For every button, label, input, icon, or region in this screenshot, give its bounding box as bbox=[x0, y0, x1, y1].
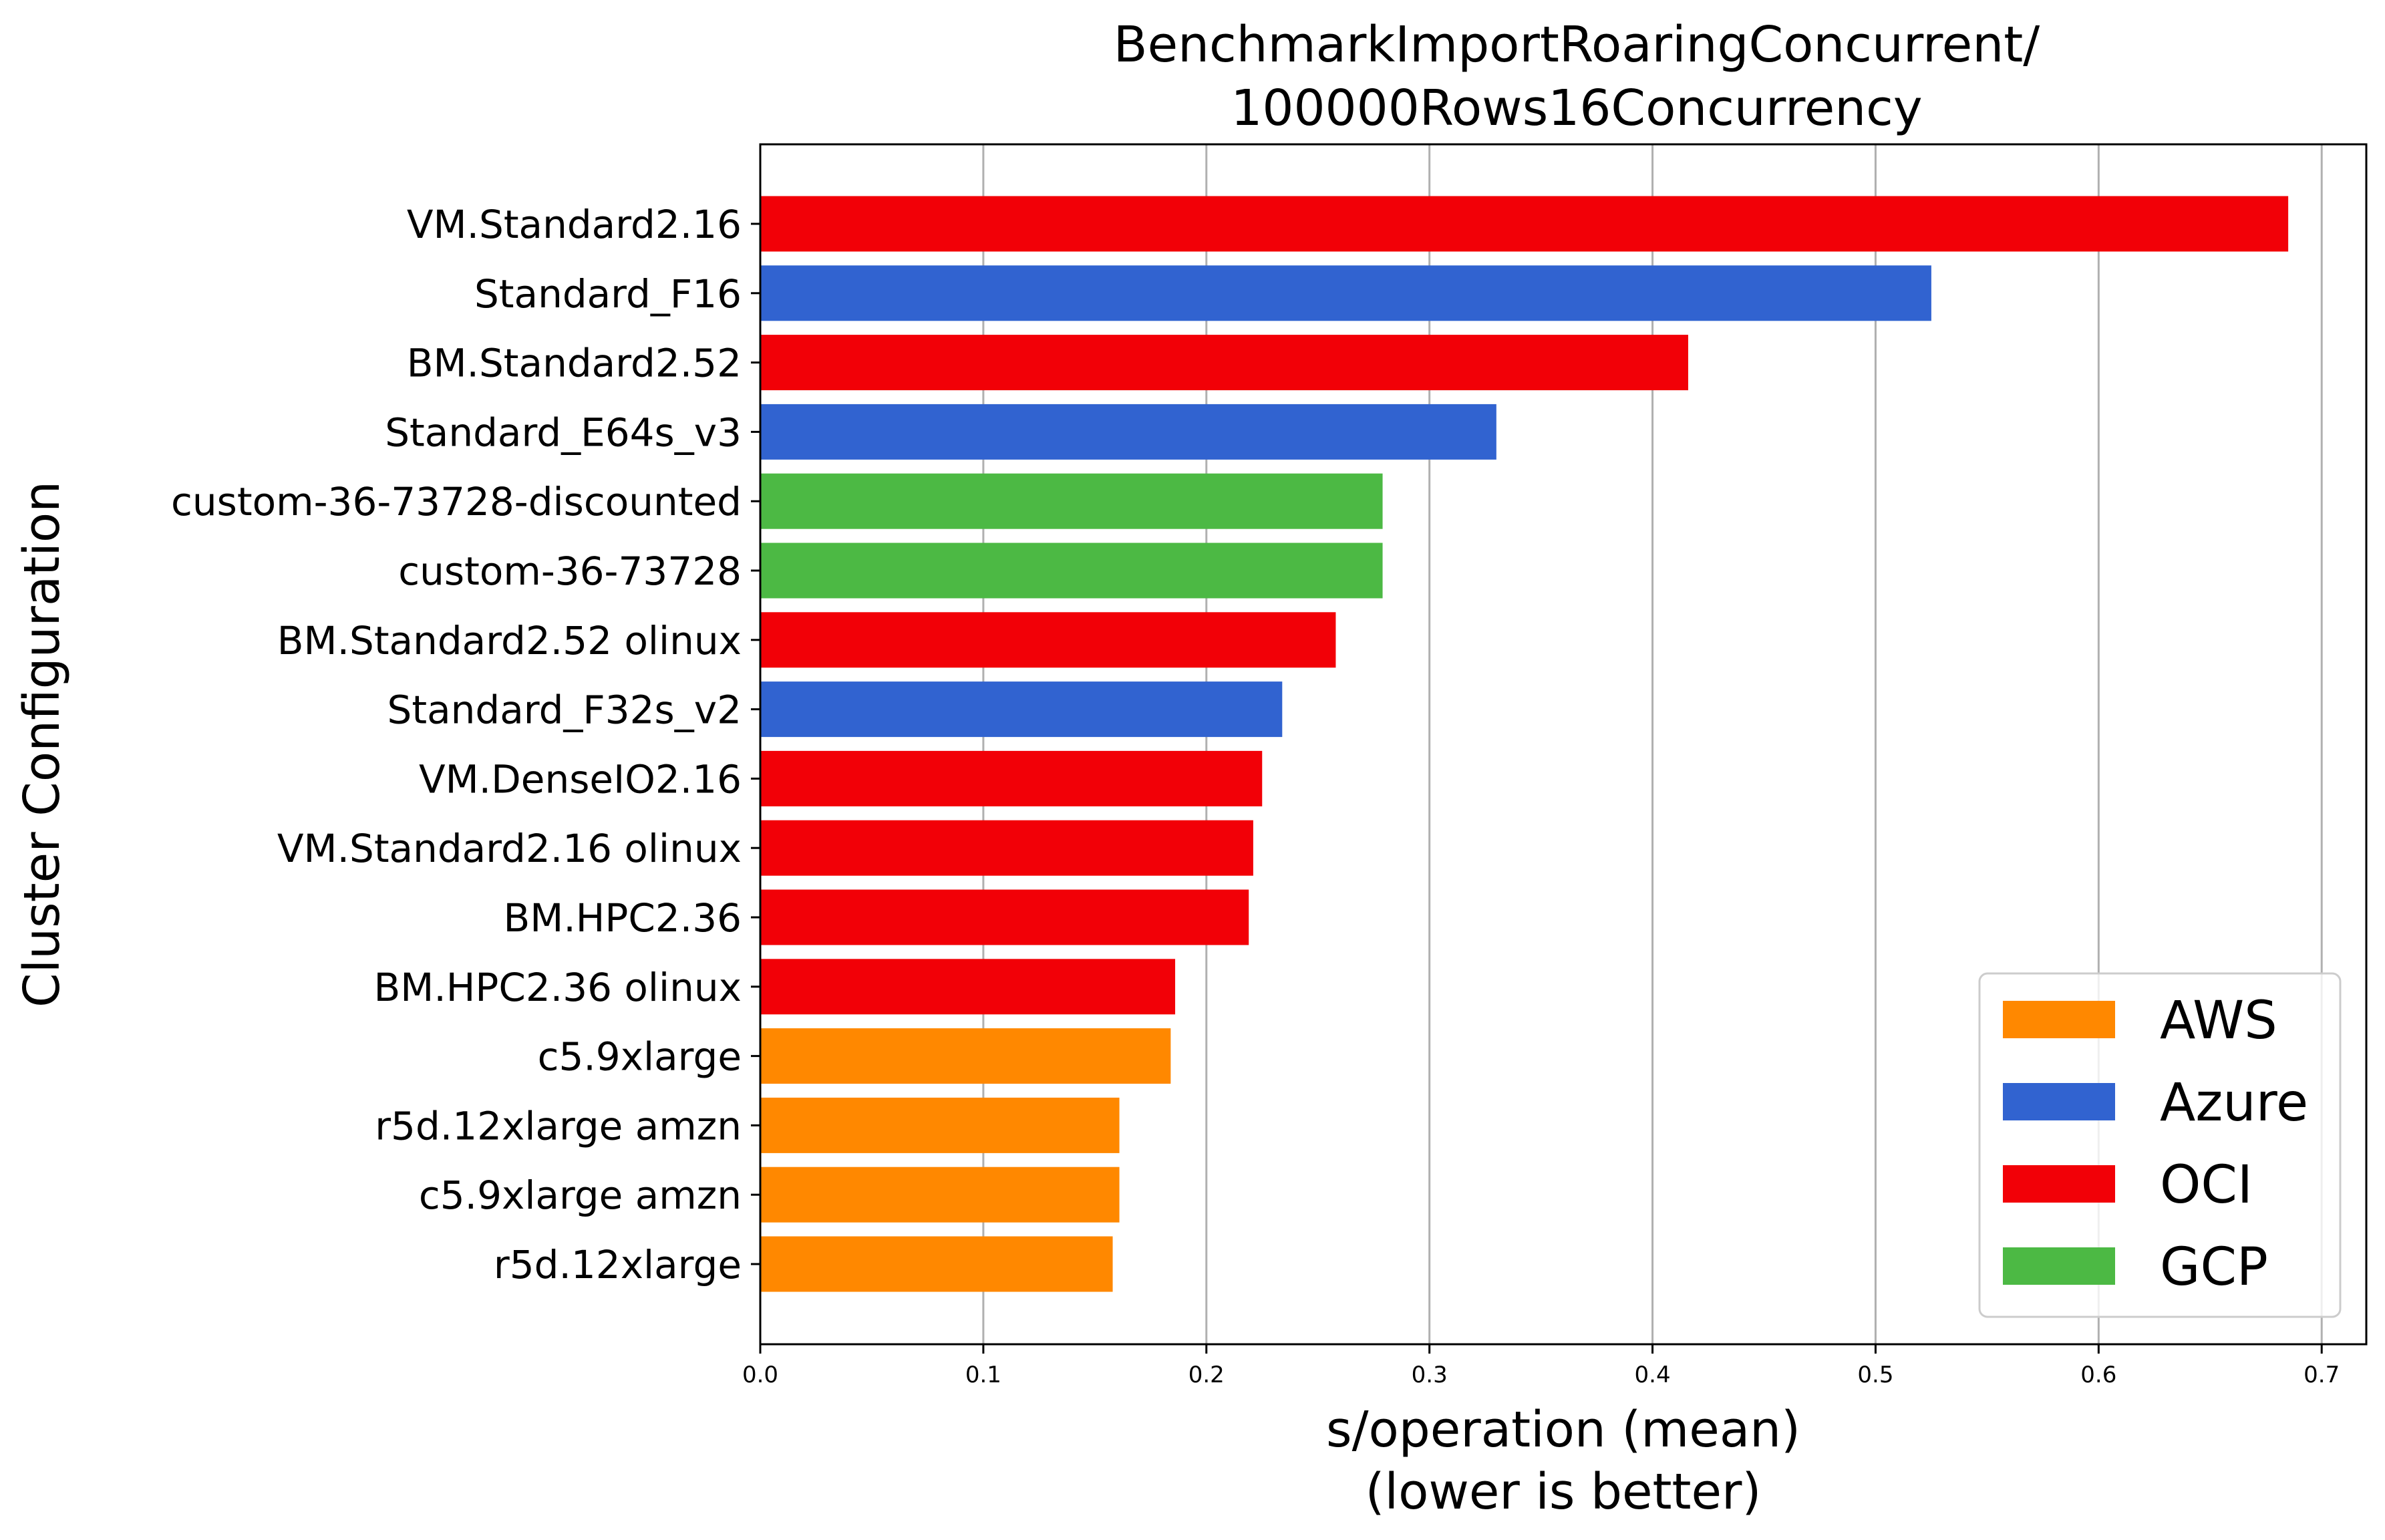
category-label: c5.9xlarge amzn bbox=[419, 1173, 742, 1218]
category-label: custom-36-73728-discounted bbox=[171, 479, 742, 524]
x-tick-label: 0.5 bbox=[1857, 1362, 1893, 1388]
bar bbox=[760, 196, 2289, 252]
category-label: r5d.12xlarge amzn bbox=[375, 1103, 742, 1148]
legend-swatch bbox=[2003, 1247, 2115, 1285]
bar bbox=[760, 1167, 1120, 1223]
bar bbox=[760, 543, 1383, 599]
bar bbox=[760, 750, 1263, 806]
x-tick-label: 0.3 bbox=[1412, 1362, 1448, 1388]
bar bbox=[760, 959, 1176, 1015]
category-label: VM.DenseIO2.16 bbox=[419, 756, 742, 802]
x-tick-label: 0.1 bbox=[965, 1362, 1001, 1388]
category-label: BM.Standard2.52 bbox=[407, 341, 742, 386]
chart-title-line-2: 100000Rows16Concurrency bbox=[1231, 80, 1922, 137]
category-label: r5d.12xlarge bbox=[494, 1242, 742, 1287]
bar bbox=[760, 1097, 1120, 1153]
category-label: VM.Standard2.16 olinux bbox=[277, 826, 742, 871]
x-tick-label: 0.2 bbox=[1188, 1362, 1225, 1388]
legend: AWS Azure OCI GCP bbox=[1978, 972, 2342, 1318]
chart-title: BenchmarkImportRoaringConcurrent/ 100000… bbox=[1114, 16, 2040, 137]
x-tick-label: 0.6 bbox=[2080, 1362, 2116, 1388]
x-axis-title-line-2: (lower is better) bbox=[1366, 1463, 1762, 1521]
bar bbox=[760, 1028, 1171, 1084]
y-axis-title: Cluster Configuration bbox=[13, 481, 71, 1008]
plot-frame bbox=[759, 143, 2368, 1346]
x-axis-ticks: 0.0 0.1 0.2 0.3 0.4 0.5 0.6 0.7 bbox=[742, 1344, 2340, 1388]
category-label: Standard_F16 bbox=[474, 271, 742, 317]
category-labels: VM.Standard2.16 Standard_F16 BM.Standard2.… bbox=[171, 202, 760, 1287]
legend-label: GCP bbox=[2160, 1237, 2268, 1297]
bars bbox=[760, 196, 2289, 1292]
bar bbox=[760, 404, 1496, 460]
chart-title-line-1: BenchmarkImportRoaringConcurrent/ bbox=[1114, 16, 2040, 73]
bar bbox=[760, 335, 1688, 391]
bar bbox=[760, 473, 1383, 529]
category-label: custom-36-73728 bbox=[398, 549, 742, 594]
legend-label: AWS bbox=[2160, 991, 2277, 1051]
bar bbox=[760, 889, 1249, 945]
legend-swatch bbox=[2003, 1165, 2115, 1203]
category-label: VM.Standard2.16 bbox=[407, 202, 742, 247]
x-tick-label: 0.4 bbox=[1635, 1362, 1671, 1388]
category-label: BM.HPC2.36 bbox=[504, 895, 742, 941]
category-label: BM.HPC2.36 olinux bbox=[374, 965, 742, 1010]
x-tick-label: 0.0 bbox=[742, 1362, 778, 1388]
legend-label: OCI bbox=[2160, 1155, 2253, 1215]
category-label: c5.9xlarge bbox=[538, 1034, 742, 1080]
bar bbox=[760, 820, 1253, 876]
legend-swatch bbox=[2003, 1083, 2115, 1120]
bar bbox=[760, 265, 1931, 321]
bar bbox=[760, 612, 1336, 668]
legend-label: Azure bbox=[2160, 1073, 2308, 1133]
x-axis-title-line-1: s/operation (mean) bbox=[1326, 1401, 1800, 1458]
legend-box bbox=[1978, 972, 2342, 1318]
category-label: Standard_E64s_v3 bbox=[385, 410, 742, 455]
category-label: BM.Standard2.52 olinux bbox=[277, 618, 742, 663]
category-label: Standard_F32s_v2 bbox=[387, 687, 742, 733]
bar bbox=[760, 681, 1283, 738]
x-tick-label: 0.7 bbox=[2303, 1362, 2340, 1388]
legend-swatch bbox=[2003, 1001, 2115, 1038]
x-axis-title: s/operation (mean) (lower is better) bbox=[1326, 1401, 1800, 1521]
bar bbox=[760, 1236, 1113, 1292]
